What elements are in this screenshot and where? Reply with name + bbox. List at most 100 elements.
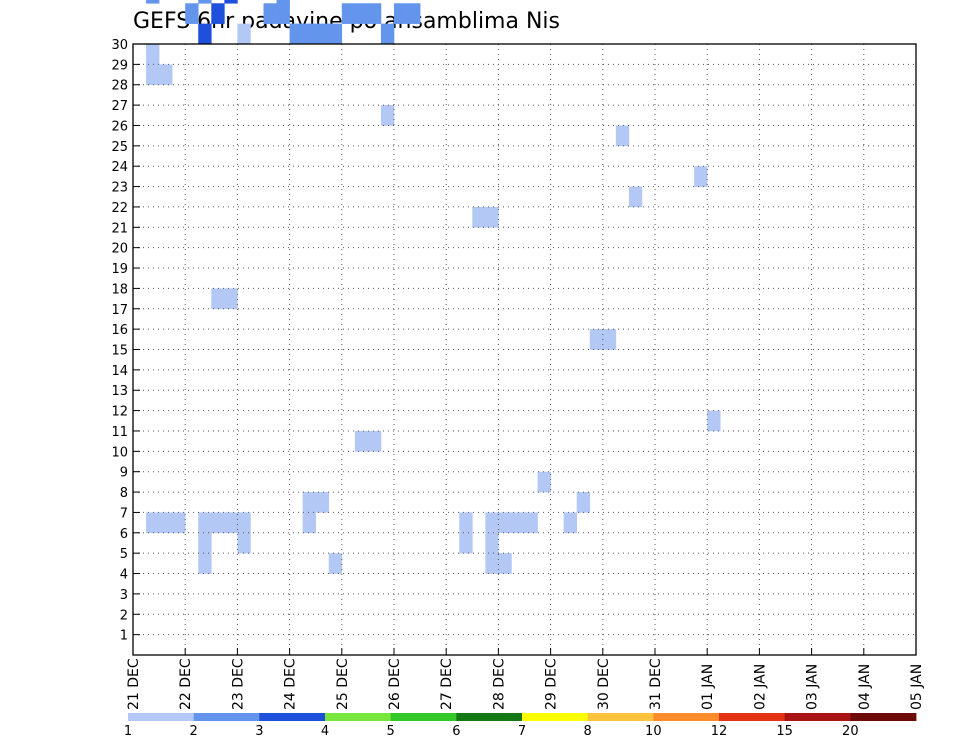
heatmap-cell <box>367 3 382 24</box>
colorbar-swatch <box>587 713 654 721</box>
heatmap-cell <box>302 492 316 513</box>
x-tick-label: 21 DEC <box>126 658 142 710</box>
heatmap-cell <box>224 288 238 310</box>
heatmap-cell <box>602 329 617 350</box>
heatmap-cell <box>628 186 643 208</box>
y-tick-label: 15 <box>111 344 128 359</box>
heatmap-cell <box>198 0 212 4</box>
y-tick-label: 1 <box>120 629 128 644</box>
heatmap-cell <box>615 125 630 147</box>
heatmap-cells <box>146 0 721 574</box>
colorbar-swatch <box>456 713 523 721</box>
x-tick-label: 29 DEC <box>544 658 560 710</box>
colorbar-label: 7 <box>518 724 526 739</box>
x-tick-label: 25 DEC <box>335 658 351 710</box>
y-tick-label: 28 <box>111 79 128 94</box>
y-tick-label: 25 <box>111 140 128 155</box>
x-tick-label: 01 JAN <box>700 664 716 710</box>
y-tick-label: 3 <box>120 588 128 603</box>
y-tick-label: 11 <box>111 425 128 440</box>
heatmap-cell <box>511 512 525 534</box>
heatmap-cell <box>694 166 708 187</box>
y-tick-label: 8 <box>120 486 128 501</box>
colorbar-label: 4 <box>321 724 329 739</box>
heatmap-cell <box>237 23 251 45</box>
x-tick-label: 31 DEC <box>648 658 664 710</box>
x-tick-labels: 21 DEC 22 DEC 23 DEC 24 DEC 25 DEC 26 DEC 27 D… <box>126 648 925 710</box>
y-tick-label: 12 <box>111 405 128 420</box>
colorbar-label: 5 <box>387 724 395 739</box>
y-tick-label: 19 <box>111 262 128 277</box>
y-tick-label: 7 <box>120 506 128 521</box>
heatmap-cell <box>159 512 173 534</box>
heatmap-cell <box>159 64 173 86</box>
y-tick-label: 9 <box>120 466 128 481</box>
heatmap-cell <box>328 23 343 45</box>
y-tick-label: 5 <box>120 547 128 562</box>
y-tick-label: 6 <box>120 527 128 542</box>
x-tick-label: 23 DEC <box>230 658 246 710</box>
heatmap-cell <box>394 3 408 24</box>
x-tick-label: 05 JAN <box>909 664 925 710</box>
heatmap-cell <box>407 3 421 24</box>
colorbar-label: 10 <box>645 724 662 739</box>
heatmap-cell <box>537 471 551 493</box>
heatmap-cell <box>485 512 499 534</box>
heatmap-cell <box>485 206 499 228</box>
heatmap-cell <box>589 329 604 350</box>
y-tick-label: 29 <box>111 58 128 73</box>
colorbar-label: 2 <box>190 724 198 739</box>
y-tick-label: 18 <box>111 282 128 297</box>
heatmap-cell <box>524 512 538 534</box>
y-tick-label: 22 <box>111 201 128 216</box>
y-tick-label: 4 <box>120 568 128 583</box>
colorbar-swatch <box>128 713 195 721</box>
heatmap-cell <box>146 0 160 4</box>
heatmap-cell <box>302 23 316 45</box>
x-tick-label: 30 DEC <box>596 658 612 710</box>
colorbar-swatch <box>325 713 392 721</box>
heatmap-cell <box>172 512 186 534</box>
colorbar-label: 12 <box>711 724 728 739</box>
heatmap-cell <box>459 512 473 534</box>
heatmap-cell <box>289 23 303 45</box>
colorbar-swatch <box>522 713 589 721</box>
heatmap-cell <box>198 23 212 45</box>
heatmap-cell <box>185 3 199 24</box>
heatmap-cell <box>485 553 499 574</box>
heatmap-cell <box>263 3 277 24</box>
heatmap-cell <box>576 492 591 513</box>
colorbar-swatch <box>719 713 786 721</box>
colorbar-label: 20 <box>842 724 859 739</box>
heatmap-cell <box>315 492 330 513</box>
y-tick-label: 23 <box>111 181 128 196</box>
grid-lines <box>133 44 916 655</box>
heatmap-cell <box>224 0 238 4</box>
colorbar-label: 6 <box>452 724 460 739</box>
y-tick-label: 10 <box>111 445 128 460</box>
y-tick-label: 21 <box>111 221 128 236</box>
heatmap-cell <box>707 410 721 432</box>
y-tick-label: 17 <box>111 303 128 318</box>
heatmap-cell <box>563 512 577 534</box>
heatmap-cell <box>354 430 369 452</box>
colorbar-swatch <box>390 713 457 721</box>
y-tick-label: 2 <box>120 608 128 623</box>
x-tick-label: 26 DEC <box>387 658 403 710</box>
heatmap-cell <box>380 105 395 126</box>
colorbar-label: 8 <box>584 724 592 739</box>
heatmap-cell <box>237 512 251 534</box>
heatmap-cell <box>198 553 212 574</box>
heatmap-cell <box>459 532 473 554</box>
y-tick-label: 27 <box>111 99 128 114</box>
y-tick-label: 30 <box>111 38 128 53</box>
heatmap-cell <box>328 553 343 574</box>
y-tick-label: 14 <box>111 364 128 379</box>
heatmap-cell <box>367 430 382 452</box>
heatmap-cell <box>276 3 290 24</box>
heatmap-cell <box>146 44 160 65</box>
heatmap-cell <box>211 288 225 310</box>
y-tick-label: 16 <box>111 323 128 338</box>
